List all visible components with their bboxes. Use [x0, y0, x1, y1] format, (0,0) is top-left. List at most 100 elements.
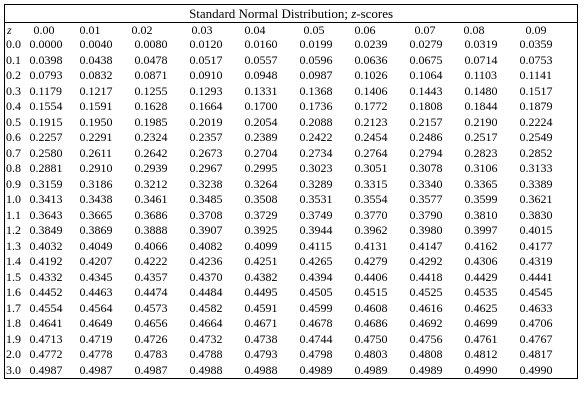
- probability-cell: 0.2422: [299, 130, 333, 144]
- probability-cell: 0.3438: [79, 192, 113, 206]
- probability-cell: 0.4798: [299, 347, 333, 361]
- probability-cell: 0.4812: [464, 347, 498, 361]
- table-row: 1.7 0.4554 0.4564 0.4573 0.4582 0.4591 0.4599 0…: [4, 300, 579, 316]
- probability-cell: 0.1368: [299, 83, 333, 98]
- column-header: 0.07: [414, 23, 436, 37]
- column-header: 0.00: [33, 23, 55, 37]
- probability-cell: 0.4732: [189, 331, 223, 346]
- probability-cell: 0.1985: [134, 114, 168, 129]
- probability-cell: 0.3962: [354, 223, 388, 237]
- z-value-cell: 1.4: [4, 254, 25, 270]
- z-value-cell: 0.2: [4, 68, 25, 84]
- probability-cell: 0.4656: [134, 316, 168, 330]
- probability-cell: 0.4582: [189, 300, 223, 315]
- probability-cell: 0.2291: [79, 130, 113, 144]
- z-value-cell: 2.0: [4, 347, 25, 363]
- probability-cell: 0.3238: [189, 176, 223, 191]
- probability-cell: 0.4265: [299, 254, 333, 268]
- probability-cell: 0.2324: [134, 130, 168, 144]
- probability-cell: 0.4306: [464, 254, 498, 268]
- probability-cell: 0.4484: [189, 285, 223, 299]
- probability-cell: 0.4099: [244, 238, 278, 253]
- probability-cell: 0.4990: [460, 362, 516, 379]
- probability-cell: 0.0636: [354, 52, 388, 67]
- probability-cell: 0.2939: [134, 161, 168, 175]
- probability-cell: 0.4573: [134, 300, 168, 315]
- probability-cell: 0.4761: [464, 331, 498, 346]
- probability-cell: 0.0199: [299, 37, 333, 51]
- probability-cell: 0.4332: [29, 269, 63, 284]
- z-column-header: z: [4, 22, 25, 37]
- z-value-cell: 1.1: [4, 207, 25, 223]
- probability-cell: 0.2823: [464, 145, 498, 160]
- probability-cell: 0.3810: [464, 207, 498, 222]
- probability-cell: 0.0160: [244, 37, 278, 51]
- probability-cell: 0.3485: [189, 192, 223, 206]
- probability-cell: 0.3577: [409, 192, 443, 206]
- z-value-cell: 0.0: [4, 37, 25, 53]
- column-header: 0.03: [191, 23, 213, 37]
- probability-cell: 0.3159: [29, 176, 63, 191]
- probability-cell: 0.3461: [134, 192, 168, 206]
- probability-cell: 0.3944: [299, 223, 333, 237]
- table-row: 1.2 0.3849 0.3869 0.3888 0.3907 0.3925 0.3944 0…: [4, 223, 579, 239]
- probability-cell: 0.2257: [29, 130, 63, 144]
- probability-cell: 0.1844: [464, 99, 498, 113]
- table-title: Standard Normal Distribution; z-scores: [3, 4, 579, 23]
- probability-cell: 0.1772: [354, 99, 388, 113]
- probability-cell: 0.1591: [79, 99, 113, 113]
- probability-cell: 0.1808: [409, 99, 443, 113]
- probability-cell: 0.3264: [244, 176, 278, 191]
- table-row: 1.0 0.3413 0.3438 0.3461 0.3485 0.3508 0.3531 0…: [4, 192, 579, 208]
- probability-cell: 0.2190: [464, 114, 498, 129]
- table-row: 2.0 0.4772 0.4778 0.4783 0.4788 0.4793 0.4798 0…: [4, 347, 579, 363]
- z-score-table: Standard Normal Distribution; z-scores z…: [3, 4, 579, 379]
- table-row: 0.9 0.3159 0.3186 0.3212 0.3238 0.3264 0.3289 0…: [4, 176, 579, 192]
- probability-cell: 0.1915: [29, 114, 63, 129]
- column-header: 0.02: [131, 23, 153, 37]
- probability-cell: 0.4803: [354, 347, 388, 361]
- probability-cell: 0.2486: [409, 130, 443, 144]
- probability-cell: 0.1331: [244, 83, 278, 98]
- column-header: 0.06: [354, 23, 376, 37]
- probability-cell: 0.1879: [515, 99, 579, 115]
- probability-cell: 0.4418: [409, 269, 443, 284]
- probability-cell: 0.0359: [515, 37, 579, 53]
- probability-cell: 0.2910: [79, 161, 113, 175]
- probability-cell: 0.4989: [295, 362, 351, 379]
- z-value-cell: 0.8: [4, 161, 25, 177]
- probability-cell: 0.4808: [409, 347, 443, 361]
- column-header: 0.04: [244, 23, 266, 37]
- probability-cell: 0.4713: [29, 331, 63, 346]
- probability-cell: 0.4192: [29, 254, 63, 268]
- probability-cell: 0.3980: [409, 223, 443, 237]
- column-header: 0.09: [515, 22, 579, 37]
- probability-cell: 0.0398: [29, 52, 63, 67]
- z-value-cell: 0.7: [4, 145, 25, 161]
- probability-cell: 0.1141: [515, 68, 579, 84]
- probability-cell: 0.3708: [189, 207, 223, 222]
- probability-cell: 0.3531: [299, 192, 333, 206]
- table-row: 0.7 0.2580 0.2611 0.2642 0.2673 0.2704 0.2734 0…: [4, 145, 579, 161]
- probability-cell: 0.3621: [515, 192, 579, 208]
- probability-cell: 0.3729: [244, 207, 278, 222]
- probability-cell: 0.3289: [299, 176, 333, 191]
- probability-cell: 0.4345: [79, 269, 113, 284]
- probability-cell: 0.4783: [134, 347, 168, 361]
- probability-cell: 0.1217: [79, 83, 113, 98]
- probability-cell: 0.3023: [299, 161, 333, 175]
- probability-cell: 0.4147: [409, 238, 443, 253]
- probability-cell: 0.4222: [134, 254, 168, 268]
- probability-cell: 0.4678: [299, 316, 333, 330]
- probability-cell: 0.4370: [189, 269, 223, 284]
- probability-cell: 0.4032: [29, 238, 63, 253]
- probability-cell: 0.4988: [240, 362, 296, 379]
- probability-cell: 0.4608: [354, 300, 388, 315]
- probability-cell: 0.4987: [75, 362, 131, 379]
- probability-cell: 0.4357: [134, 269, 168, 284]
- probability-cell: 0.4664: [189, 316, 223, 330]
- z-value-cell: 0.4: [4, 99, 25, 115]
- probability-cell: 0.4495: [244, 285, 278, 299]
- probability-cell: 0.4015: [515, 223, 579, 239]
- probability-cell: 0.4692: [409, 316, 443, 330]
